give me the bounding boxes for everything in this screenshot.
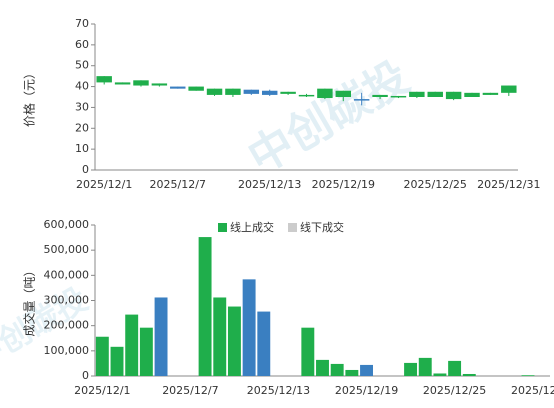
candle-body [298,94,315,97]
x-tick-label: 2025/12/13 [247,384,310,397]
x-tick-label: 2025/12/7 [162,384,218,397]
bar [301,327,315,376]
candle-body [261,90,278,95]
legend-swatch [288,223,297,232]
candle-body [390,95,407,98]
bar [404,362,418,376]
bar [462,373,476,376]
y-tick-label: 50 [75,59,89,72]
bar [227,306,241,376]
bar [360,364,373,376]
candle-body [372,94,388,97]
bar [257,311,271,376]
bar [125,314,139,376]
y-tick-label: 400,000 [44,268,90,281]
bar [139,327,153,376]
candle-body [170,86,186,89]
y-tick-label: 200,000 [44,319,90,332]
x-tick-label: 2025/12/7 [150,178,206,191]
x-tick-label: 2025/12/31 [477,178,540,191]
bar [95,336,109,376]
bar [448,360,462,376]
legend-label: 线下成交 [300,220,344,234]
candle-body [427,91,443,97]
bar [198,237,212,376]
y-tick-label: 0 [82,163,89,176]
watermark: 中创碳投 [240,52,418,184]
candle-body [501,85,517,93]
y-tick-label: 500,000 [44,243,90,256]
y-tick-label: 600,000 [44,218,90,231]
x-tick-label: 2025/12/19 [335,384,398,397]
x-tick-label: 2025/12/1 [74,384,130,397]
candle-body [96,76,112,83]
legend-swatch [218,223,227,232]
x-tick-label: 2025/12/1 [76,178,132,191]
candle-body [133,80,149,86]
candle-body [114,82,131,85]
bar [242,279,256,376]
y-tick-label: 20 [75,121,89,134]
bar [316,359,329,376]
legend-label: 线上成交 [230,220,274,234]
y-axis-title: 价格（元） [22,67,37,127]
y-tick-label: 100,000 [44,344,90,357]
x-tick-label: 2025/12/25 [404,178,467,191]
candle-body [206,88,223,95]
y-tick-label: 30 [75,100,89,113]
y-axis-title: 成交量（吨） [22,264,37,336]
y-tick-label: 60 [75,38,89,51]
x-tick-label: 2025/12/13 [238,178,301,191]
bar [330,363,344,376]
bar [154,297,168,376]
candle-body [225,88,241,95]
candle-body [482,92,499,95]
y-tick-label: 10 [75,142,89,155]
x-tick-label: 2025/12/25 [423,384,486,397]
bar [110,346,124,376]
y-tick-label: 300,000 [44,294,90,307]
x-tick-label: 2025/12/31 [511,384,554,397]
x-tick-label: 2025/12/19 [312,178,375,191]
candle-body [188,86,204,91]
bar [418,357,432,376]
y-tick-label: 70 [75,17,89,30]
candle-body [317,88,333,99]
candle-body [409,91,425,97]
candle-body [243,89,260,94]
candle-body [445,91,462,100]
candle-body [335,90,352,97]
candle-body [280,91,296,94]
y-tick-label: 0 [82,369,89,382]
y-tick-label: 40 [75,80,89,93]
candle-body [151,83,168,86]
bar [213,297,227,376]
candle-body [353,99,370,101]
bar [433,373,447,376]
bar [345,369,359,376]
bar [521,375,535,376]
candle-body [464,92,480,97]
